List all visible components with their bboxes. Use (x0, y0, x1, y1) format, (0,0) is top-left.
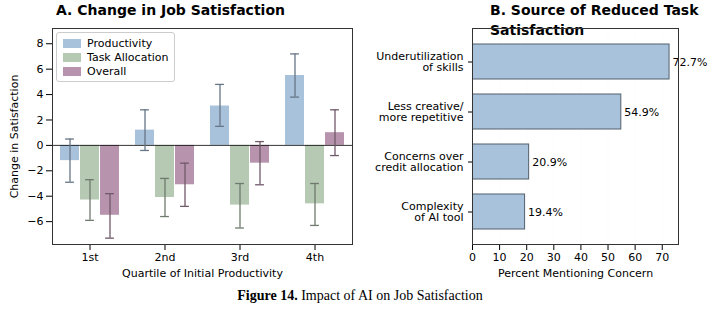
svg-text:72.7%: 72.7% (673, 56, 708, 69)
svg-text:0: 0 (37, 139, 44, 152)
svg-text:Change in Satisfaction: Change in Satisfaction (8, 75, 21, 199)
svg-text:8: 8 (37, 37, 44, 50)
svg-text:54.9%: 54.9% (624, 106, 659, 119)
svg-text:3rd: 3rd (231, 251, 249, 264)
html-text:Task Allocation: Task Allocation (87, 50, 169, 64)
svg-text:20: 20 (520, 251, 534, 264)
html-text:Productivity: Productivity (87, 36, 153, 50)
svg-text:60: 60 (628, 251, 642, 264)
svg-text:Less creative/more repetitive: Less creative/more repetitive (379, 100, 464, 124)
html-text:B. Source of Reduced Task Sati: B. Source of Reduced Task Satisfaction (490, 2, 699, 38)
svg-text:2nd: 2nd (155, 251, 176, 264)
svg-text:70: 70 (655, 251, 669, 264)
html-text:Overall: Overall (87, 64, 127, 78)
svg-text:Quartile of Initial Productivi: Quartile of Initial Productivity (122, 267, 283, 280)
svg-text:10: 10 (493, 251, 507, 264)
svg-text:6: 6 (37, 63, 44, 76)
html-text:Figure 14. Impact of AI on Job: Figure 14. Impact of AI on Job Satisfact… (237, 288, 483, 303)
svg-text:4th: 4th (306, 251, 324, 264)
svg-text:4: 4 (37, 88, 44, 101)
svg-text:−4: −4 (27, 190, 43, 203)
svg-text:20.9%: 20.9% (532, 156, 567, 169)
html-text:A. Change in Job Satisfaction: A. Change in Job Satisfaction (56, 2, 285, 18)
svg-text:30: 30 (547, 251, 561, 264)
svg-text:−6: −6 (27, 215, 43, 228)
svg-text:−2: −2 (27, 164, 43, 177)
svg-text:Underutilizationof skills: Underutilizationof skills (376, 50, 464, 74)
svg-text:19.4%: 19.4% (528, 206, 563, 219)
svg-text:40: 40 (574, 251, 588, 264)
svg-text:1st: 1st (81, 251, 99, 264)
svg-text:50: 50 (601, 251, 615, 264)
svg-text:2: 2 (37, 114, 44, 127)
svg-text:Concerns overcredit allocation: Concerns overcredit allocation (375, 150, 464, 174)
svg-text:Percent Mentioning Concern: Percent Mentioning Concern (498, 267, 653, 280)
svg-text:0: 0 (469, 251, 476, 264)
svg-text:Complexityof AI tool: Complexityof AI tool (401, 200, 464, 224)
